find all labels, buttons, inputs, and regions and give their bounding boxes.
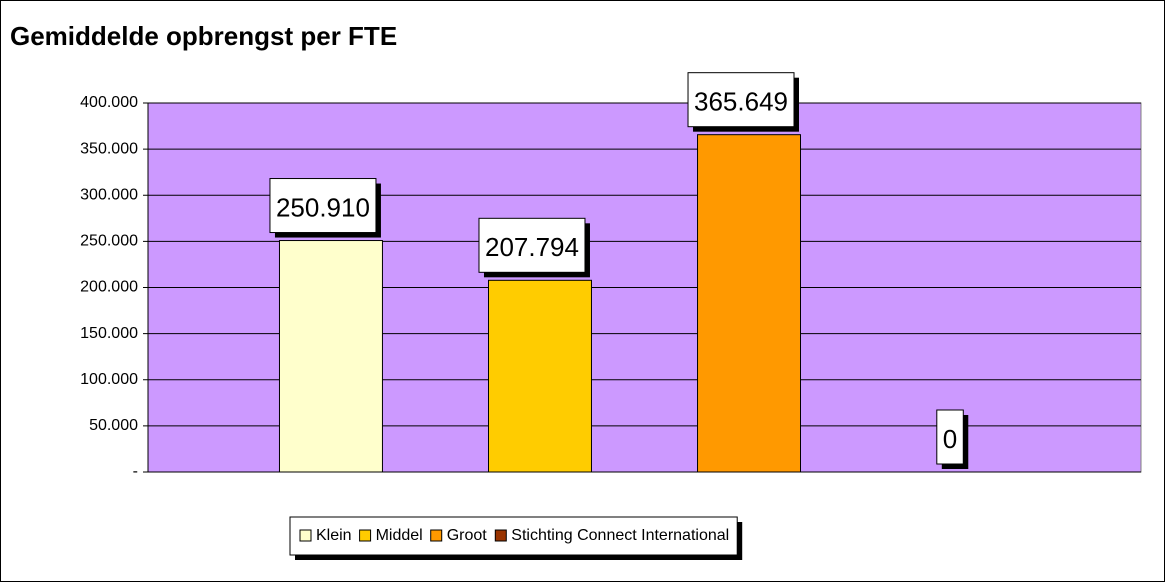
bar <box>278 240 383 473</box>
y-tick-label: 150.000 <box>80 325 138 342</box>
label-box <box>478 217 586 273</box>
y-tick-label: 350.000 <box>80 140 138 157</box>
legend-swatch <box>359 529 372 542</box>
y-tick-label: - <box>133 463 138 480</box>
y-tick-label: 200.000 <box>80 279 138 296</box>
chart-title: Gemiddelde opbrengst per FTE <box>10 21 397 51</box>
y-tick-label: 100.000 <box>80 371 138 388</box>
legend-swatch <box>299 529 312 542</box>
label-box <box>936 409 964 465</box>
value-label-group: 207.794 <box>478 217 590 278</box>
legend-swatch <box>494 529 507 542</box>
legend-label: Groot <box>447 527 488 544</box>
value-label: 365.649 <box>694 87 788 117</box>
legend-label: Klein <box>316 527 352 544</box>
y-tick-label: 250.000 <box>80 233 138 250</box>
legend: Klein Middel Groot Stichting Connect Intern… <box>289 516 743 560</box>
y-tick-label: 50.000 <box>89 417 138 434</box>
legend-label: Middel <box>376 527 423 544</box>
bar <box>697 134 802 473</box>
y-tick-label: 300.000 <box>80 186 138 203</box>
value-label-group: 365.649 <box>687 72 800 132</box>
value-label-group: 0 <box>936 409 969 469</box>
legend-swatch <box>430 529 443 542</box>
y-tick-label: 400.000 <box>80 94 138 111</box>
label-box <box>269 178 377 234</box>
value-label: 250.910 <box>276 192 370 222</box>
legend-label: Stichting Connect International <box>511 527 729 544</box>
label-box <box>687 72 795 128</box>
value-label: 0 <box>943 424 957 454</box>
value-label: 207.794 <box>485 232 579 262</box>
bar <box>487 279 592 473</box>
value-label-group: 250.910 <box>269 178 381 238</box>
